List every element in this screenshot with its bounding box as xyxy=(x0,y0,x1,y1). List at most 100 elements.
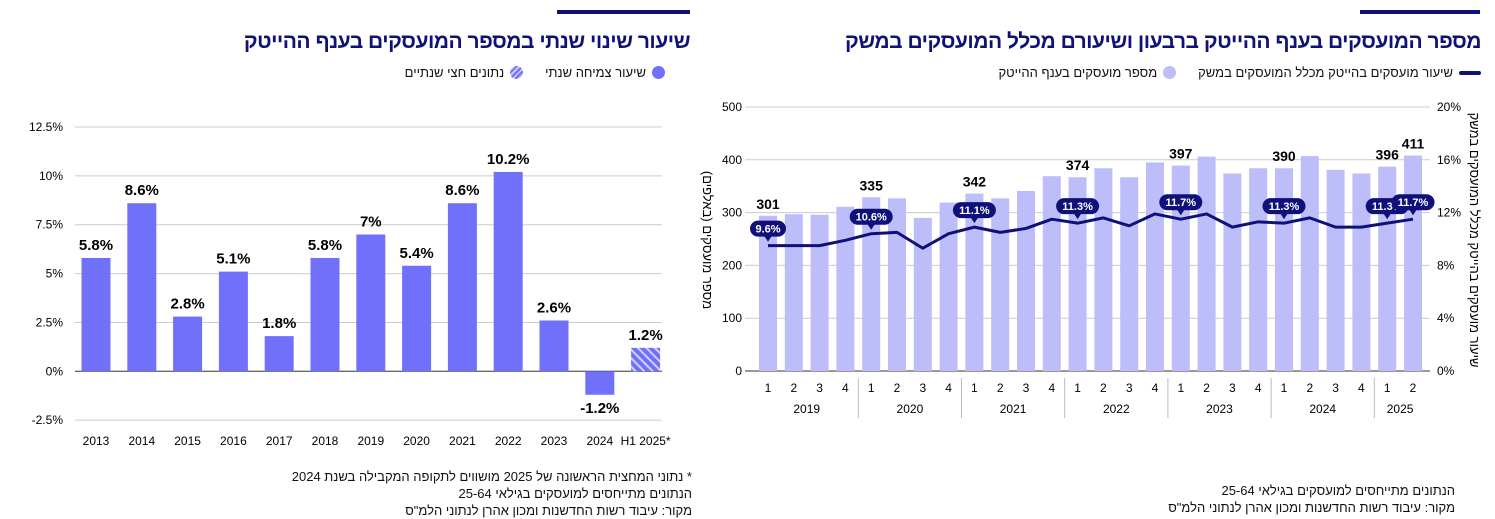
pill-pointer xyxy=(867,223,876,230)
data-label: 8.6% xyxy=(125,182,159,199)
quarter-label: 4 xyxy=(945,381,952,395)
y-right-tick-label: 0% xyxy=(1437,364,1455,378)
data-label: 2.6% xyxy=(537,299,571,316)
left-top-accent-bar xyxy=(557,10,690,14)
data-label: 5.1% xyxy=(216,251,250,268)
line-label-pill xyxy=(1159,194,1203,211)
share-line xyxy=(768,212,1414,250)
data-label: 10.2% xyxy=(487,151,530,168)
quarter-label: 1 xyxy=(1074,381,1081,395)
quarter-bar xyxy=(965,193,984,371)
y-tick-label: 10% xyxy=(39,169,63,183)
data-label: 5.4% xyxy=(399,245,433,262)
pill-pointer xyxy=(1409,209,1417,216)
quarter-bar xyxy=(1275,168,1293,371)
quarter-label: 2 xyxy=(1203,381,1210,395)
y-left-tick-label: 300 xyxy=(722,206,742,220)
legend-half-year: נתונים חצי שנתיים xyxy=(404,65,505,80)
y-tick-label: 12.5% xyxy=(29,120,63,134)
quarter-bar xyxy=(1404,155,1422,371)
x-tick-label: 2019 xyxy=(357,434,384,448)
x-tick-label: H1 2025* xyxy=(621,434,671,448)
y-right-tick-label: 16% xyxy=(1437,153,1461,167)
line-label-pill xyxy=(750,220,786,237)
data-label: 1.8% xyxy=(262,315,296,332)
quarter-bar xyxy=(1197,156,1216,371)
right-notes: הנתונים מתייחסים למועסקים בגילאי 25-64 מ… xyxy=(1168,482,1455,516)
line-label-pill xyxy=(1056,198,1100,215)
bar-H1 2025* xyxy=(631,347,661,372)
quarter-label: 2 xyxy=(1410,381,1417,395)
quarter-label: 1 xyxy=(1177,381,1184,395)
quarter-label: 3 xyxy=(1126,381,1133,395)
legend-employees: מספר מועסקים בענף ההייטק xyxy=(998,65,1158,80)
quarter-bar xyxy=(913,217,932,371)
year-label: 2019 xyxy=(793,402,820,416)
bar-2014 xyxy=(127,203,157,372)
data-label: 5.8% xyxy=(79,237,113,254)
bar-2020 xyxy=(402,265,432,372)
bar-2019 xyxy=(356,234,386,372)
y-left-tick-label: 400 xyxy=(722,153,742,167)
quarter-label: 2 xyxy=(894,381,901,395)
pill-pointer xyxy=(1280,213,1288,220)
quarter-bar xyxy=(1223,173,1242,371)
quarter-label: 1 xyxy=(1281,381,1288,395)
y-tick-label: -2.5% xyxy=(32,413,64,427)
y-left-tick-label: 0 xyxy=(735,364,742,378)
bar-2018 xyxy=(310,257,340,372)
bar-value-label: 301 xyxy=(756,196,780,212)
y-tick-label: 0% xyxy=(46,364,64,378)
note-source: מקור: עיבוד רשות החדשנות ומכון אהרן לנתו… xyxy=(405,503,692,518)
line-label-pill xyxy=(952,202,996,219)
x-tick-label: 2017 xyxy=(266,434,293,448)
year-label: 2022 xyxy=(1103,402,1130,416)
quarter-bar xyxy=(1094,168,1113,371)
bar-value-label: 374 xyxy=(1066,157,1090,173)
quarter-label: 4 xyxy=(1255,381,1262,395)
quarter-label: 3 xyxy=(1332,381,1339,395)
quarter-bar xyxy=(1171,165,1190,371)
note-ages: הנתונים מתייחסים למועסקים בגילאי 25-64 xyxy=(458,486,692,501)
pill-pointer xyxy=(970,217,979,224)
quarter-bar xyxy=(1120,177,1139,371)
quarter-bar xyxy=(1068,177,1087,371)
bar-2022 xyxy=(493,171,523,372)
pill-pointer xyxy=(1073,213,1082,220)
quarter-bar xyxy=(836,206,855,371)
line-icon xyxy=(1459,70,1481,75)
pill-pointer xyxy=(1383,213,1392,220)
legend-annual-growth: שיעור צמיחה שנתי xyxy=(545,65,646,80)
data-label: 1.2% xyxy=(628,327,662,344)
right-legend: שיעור מועסקים בהייטק מכלל המועסקים במשק … xyxy=(998,65,1481,80)
note-ages: הנתונים מתייחסים למועסקים בגילאי 25-64 xyxy=(1221,483,1455,498)
x-tick-label: 2020 xyxy=(403,434,430,448)
x-tick-label: 2015 xyxy=(174,434,201,448)
x-tick-label: 2018 xyxy=(312,434,339,448)
quarter-label: 3 xyxy=(1229,381,1236,395)
line-label-pill xyxy=(849,208,893,225)
left-legend: שיעור צמיחה שנתי נתונים חצי שנתיים xyxy=(405,65,665,80)
line-value-label: 10.6% xyxy=(856,212,887,224)
bar-value-label: 335 xyxy=(860,177,884,193)
right-chart-title: מספר המועסקים בענף ההייטק ברבעון ושיעורם… xyxy=(845,30,1482,53)
left-chart: 12.5% 10% 7.5% 5% 2.5% 0% -2.5% 5.8% 2013 8.6% 201… xyxy=(29,120,671,448)
y-right-tick-label: 20% xyxy=(1437,100,1461,114)
right-top-accent-bar xyxy=(1360,10,1480,14)
quarter-bar xyxy=(888,198,906,371)
quarter-bar xyxy=(1249,168,1268,371)
bar-2013 xyxy=(81,257,111,372)
x-tick-label: 2022 xyxy=(495,434,522,448)
line-value-label: 11.3% xyxy=(1269,201,1300,213)
line-label-pill xyxy=(1365,198,1409,215)
y-left-tick-label: 500 xyxy=(722,100,742,114)
quarter-bar xyxy=(991,198,1010,371)
line-value-label: 9.6% xyxy=(755,224,780,236)
line-label-pill xyxy=(1262,198,1306,215)
bar-value-label: 390 xyxy=(1272,148,1296,164)
quarter-bar xyxy=(784,214,803,371)
note-h1: * נתוני המחצית הראשונה של 2025 מושווים ל… xyxy=(291,469,692,484)
quarter-bar xyxy=(862,197,881,371)
y-right-tick-label: 8% xyxy=(1437,258,1455,272)
y-left-tick-label: 200 xyxy=(722,258,742,272)
